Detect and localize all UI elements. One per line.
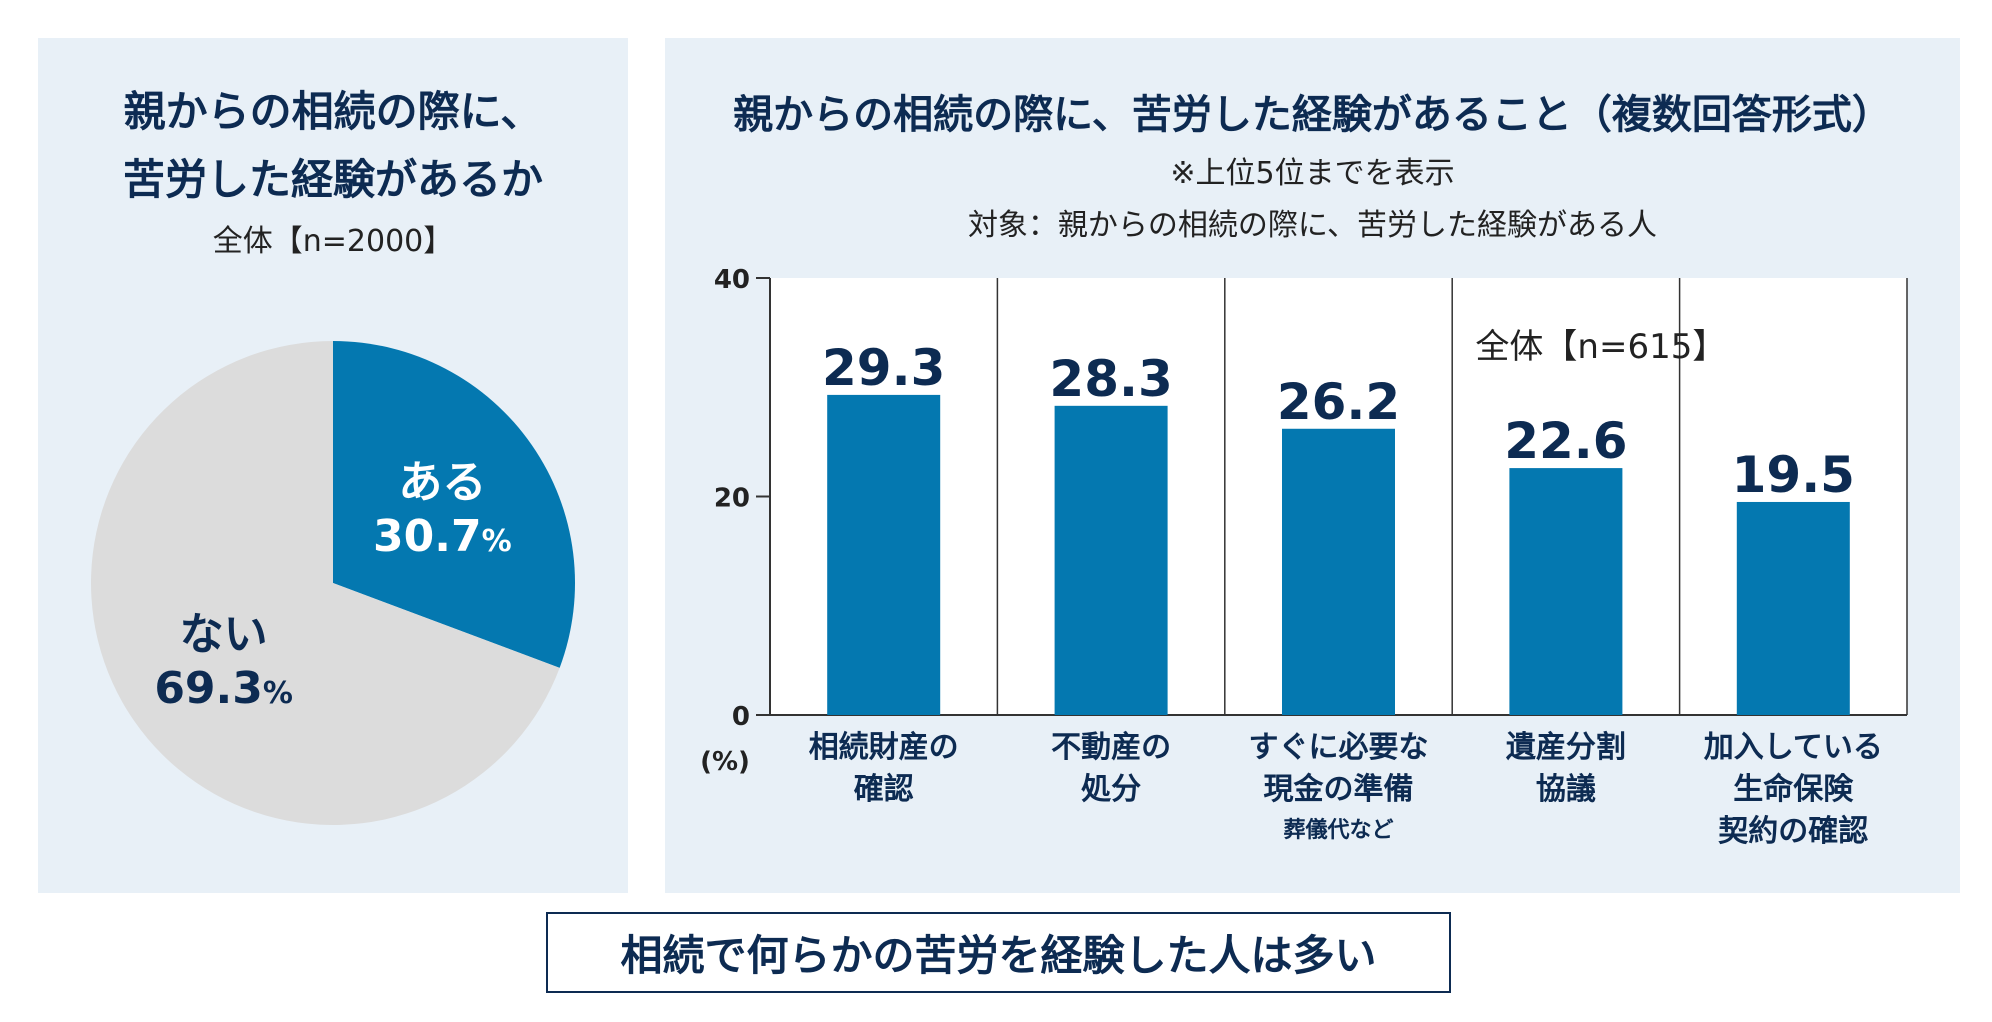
bar-title: 親からの相続の際に、苦労した経験があること（複数回答形式） bbox=[733, 92, 1892, 138]
category-label-2-1: 現金の準備 bbox=[1264, 772, 1414, 807]
pie-subtitle: 全体【n=2000】 bbox=[212, 224, 454, 259]
category-label-4-0: 加入している bbox=[1704, 730, 1883, 765]
bar-note: ※上位5位までを表示 bbox=[1170, 156, 1455, 191]
bar-target: 対象：親からの相続の際に、苦労した経験がある人 bbox=[967, 208, 1658, 243]
bar-0 bbox=[827, 394, 941, 715]
category-label-4-2: 契約の確認 bbox=[1718, 814, 1868, 849]
category-label-1-1: 処分 bbox=[1081, 772, 1141, 807]
conclusion-box: 相続で何らかの苦労を経験した人は多い bbox=[546, 912, 1451, 993]
y-tick-label: 0 bbox=[732, 702, 750, 732]
category-label-0-1: 確認 bbox=[854, 772, 914, 807]
sample-size-label: 全体【n=615】 bbox=[1475, 327, 1726, 367]
bar-value-label-1: 28.3 bbox=[1049, 350, 1172, 408]
category-label-3-1: 協議 bbox=[1536, 772, 1596, 807]
pie-title-line1: 親からの相続の際に、 bbox=[123, 87, 543, 136]
bar-3 bbox=[1509, 468, 1623, 715]
pie-slice-1 bbox=[90, 340, 560, 825]
bar-value-label-4: 19.5 bbox=[1732, 446, 1855, 504]
bar-panel: 親からの相続の際に、苦労した経験があること（複数回答形式） ※上位5位までを表示… bbox=[665, 38, 1960, 893]
pie-value-0: 30.7% bbox=[373, 511, 512, 562]
category-label-1-0: 不動産の bbox=[1051, 730, 1171, 765]
bar-4 bbox=[1736, 501, 1850, 715]
y-tick-label: 20 bbox=[714, 484, 750, 514]
y-tick-label: 40 bbox=[714, 265, 750, 295]
pie-title-line2: 苦労した経験があるか bbox=[122, 155, 543, 204]
y-unit-label: (%) bbox=[700, 747, 750, 777]
bar-value-label-3: 22.6 bbox=[1504, 412, 1627, 470]
category-label-4-1: 生命保険 bbox=[1733, 772, 1854, 807]
bar-value-label-2: 26.2 bbox=[1277, 373, 1400, 431]
pie-panel: 親からの相続の際に、 苦労した経験があるか 全体【n=2000】 ある 30.7%… bbox=[38, 38, 628, 893]
category-label-3-0: 遺産分割 bbox=[1506, 730, 1626, 765]
pie-label-0: ある bbox=[398, 457, 486, 508]
bar-2 bbox=[1282, 428, 1395, 715]
pie-slice-0 bbox=[333, 341, 576, 668]
category-label-2-0: すぐに必要な bbox=[1249, 730, 1429, 765]
bar-value-label-0: 29.3 bbox=[822, 339, 945, 397]
bar-1 bbox=[1054, 405, 1168, 715]
pie-value-1: 69.3% bbox=[154, 663, 293, 714]
pie-label-1: ない bbox=[180, 609, 268, 660]
category-label-0-0: 相続財産の bbox=[809, 730, 959, 765]
category-note-2: 葬儀代など bbox=[1283, 817, 1393, 843]
